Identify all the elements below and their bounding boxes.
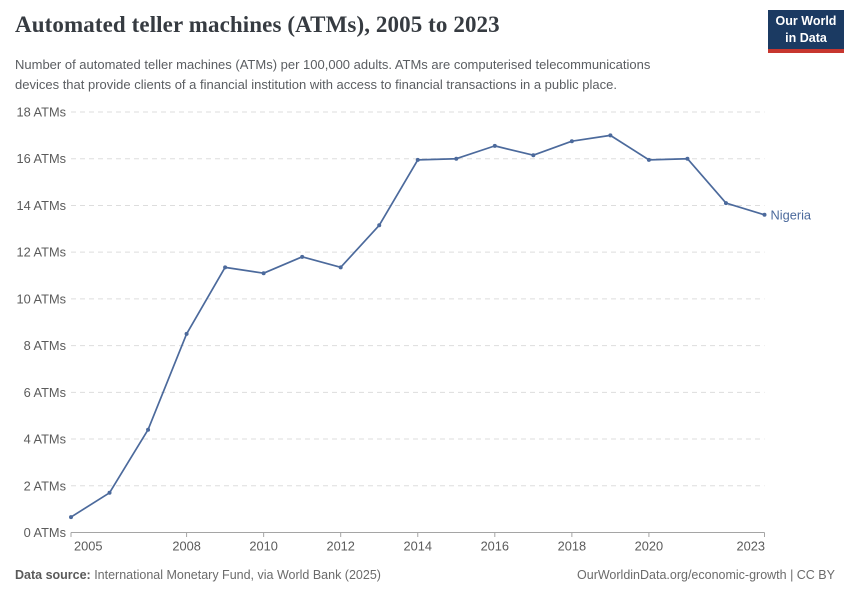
data-point[interactable] [723, 201, 728, 206]
y-tick-label: 12 ATMs [16, 245, 66, 260]
chart-subtitle: Number of automated teller machines (ATM… [15, 55, 775, 95]
page-title: Automated teller machines (ATMs), 2005 t… [15, 12, 500, 37]
data-point[interactable] [300, 254, 305, 259]
y-tick-label: 8 ATMs [24, 338, 66, 353]
data-point[interactable] [608, 133, 613, 138]
x-tick-label: 2020 [635, 539, 663, 554]
data-point[interactable] [184, 331, 189, 336]
data-point[interactable] [377, 223, 382, 228]
data-source: Data source: International Monetary Fund… [15, 568, 381, 582]
data-point[interactable] [261, 271, 266, 276]
data-point[interactable] [762, 212, 767, 217]
data-point[interactable] [454, 156, 459, 161]
owid-logo-line-2: in Data [785, 30, 827, 45]
x-tick-label: 2008 [172, 539, 200, 554]
data-point[interactable] [646, 157, 651, 162]
data-source-label: Data source: [15, 568, 91, 582]
owid-logo-line-1: Our World [775, 14, 837, 28]
x-tick-label: 2016 [481, 539, 509, 554]
data-source-value: International Monetary Fund, via World B… [90, 568, 381, 582]
y-tick-label: 0 ATMs [24, 525, 66, 540]
data-series-line[interactable] [70, 134, 766, 518]
x-tick-label: 2018 [558, 539, 586, 554]
x-tick-label: 2014 [404, 539, 432, 554]
chart-subtitle-line-1: Number of automated teller machines (ATM… [15, 57, 651, 72]
data-point[interactable] [685, 156, 690, 161]
data-point[interactable] [107, 490, 112, 495]
data-point[interactable] [492, 143, 497, 148]
y-tick-label: 2 ATMs [24, 478, 66, 493]
data-point[interactable] [531, 153, 536, 158]
series-label[interactable]: Nigeria [771, 207, 812, 222]
y-tick-label: 10 ATMs [16, 291, 66, 306]
y-tick-label: 18 ATMs [16, 105, 66, 120]
x-tick-label: 2010 [249, 539, 277, 554]
data-point[interactable] [69, 515, 73, 520]
attribution-link[interactable]: OurWorldinData.org/economic-growth | CC … [577, 568, 835, 582]
y-tick-label: 16 ATMs [16, 151, 66, 166]
data-point[interactable] [569, 139, 574, 144]
data-point[interactable] [415, 157, 420, 162]
x-tick-label: 2005 [74, 539, 102, 554]
data-point[interactable] [223, 265, 228, 270]
x-tick-label: 2012 [326, 539, 354, 554]
chart-subtitle-line-2: devices that provide clients of a financ… [15, 76, 617, 92]
data-point[interactable] [338, 265, 343, 270]
owid-logo[interactable]: Our World in Data [768, 10, 844, 53]
y-tick-label: 4 ATMs [24, 432, 66, 447]
y-tick-label: 14 ATMs [16, 198, 66, 213]
y-tick-label: 6 ATMs [24, 385, 66, 400]
data-point[interactable] [146, 427, 151, 432]
x-tick-label: 2023 [737, 539, 765, 554]
